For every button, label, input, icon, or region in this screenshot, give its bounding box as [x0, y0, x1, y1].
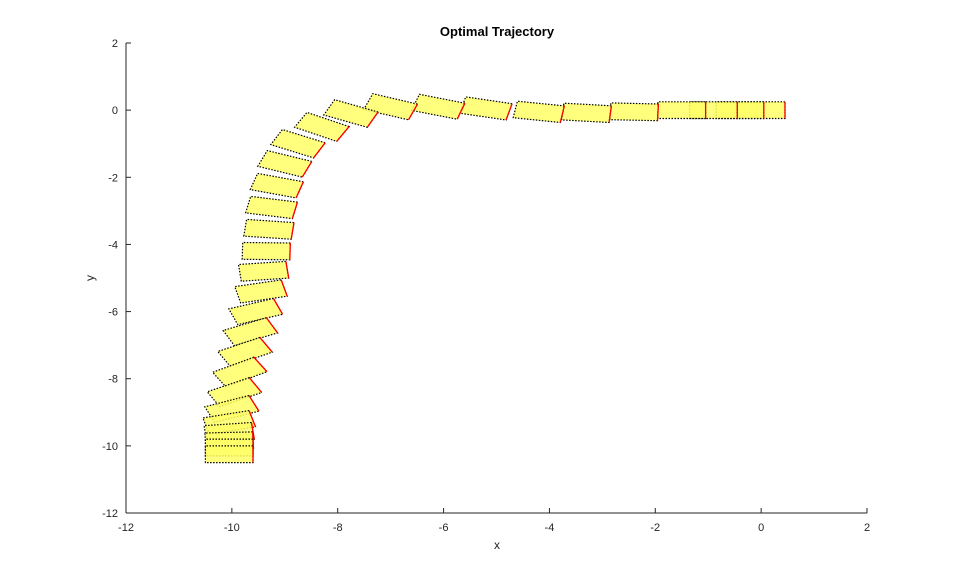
vehicle-pose: [249, 172, 305, 199]
vehicle-pose: [609, 102, 660, 122]
vehicle-pose: [560, 102, 613, 124]
x-tick-label: -12: [118, 522, 134, 534]
vehicle-front-edge: [248, 410, 257, 428]
x-ticks: -12 -10 -8 -6 -4 -2 0 2: [118, 508, 870, 534]
x-tick-label: -10: [224, 522, 240, 534]
vehicle-front-edge: [608, 105, 613, 123]
vehicle-front-edge: [291, 201, 299, 219]
chart-title: Optimal Trajectory: [440, 24, 555, 39]
vehicle-front-edge: [313, 142, 326, 159]
x-tick-label: -8: [333, 522, 343, 534]
y-axis-label: y: [83, 275, 97, 281]
vehicle-body: [227, 297, 284, 326]
vehicle-front-edge: [285, 261, 290, 279]
vehicle-pose: [322, 99, 380, 128]
vehicle-front-edge: [265, 317, 279, 334]
vehicle-body: [609, 102, 660, 122]
vehicle-pose: [233, 279, 289, 304]
vehicle-poses: [202, 93, 786, 464]
y-tick-label: -12: [102, 508, 118, 520]
y-tick-label: -2: [108, 172, 118, 184]
vehicle-front-edge: [290, 222, 295, 240]
vehicle-front-edge: [301, 161, 313, 178]
y-tick-label: -4: [108, 239, 118, 251]
vehicle-pose: [243, 218, 295, 240]
x-tick-label: 0: [758, 522, 764, 534]
vehicle-front-edge: [656, 103, 660, 121]
y-tick-label: 0: [112, 105, 118, 117]
plot-area: [202, 93, 786, 464]
vehicle-body: [241, 241, 291, 261]
vehicle-pose: [256, 149, 313, 178]
vehicle-pose: [244, 195, 299, 220]
vehicle-front-edge: [289, 242, 291, 260]
vehicle-front-edge: [336, 126, 350, 142]
vehicle-pose: [269, 128, 327, 159]
x-tick-label: 2: [864, 522, 870, 534]
vehicle-pose: [204, 445, 254, 464]
vehicle-front-edge: [407, 103, 419, 121]
y-tick-label: -6: [108, 307, 118, 319]
vehicle-pose: [657, 101, 707, 120]
vehicle-body: [237, 260, 290, 282]
vehicle-front-edge: [295, 181, 304, 199]
y-ticks: -12 -10 -8 -6 -4 -2 0 2: [102, 38, 131, 520]
vehicle-front-edge: [505, 103, 513, 121]
y-tick-label: -8: [108, 374, 118, 386]
x-tick-label: -6: [439, 522, 449, 534]
vehicle-front-edge: [250, 422, 255, 440]
vehicle-pose: [241, 241, 291, 261]
vehicle-body: [560, 102, 613, 124]
x-axis-label: x: [494, 538, 500, 552]
vehicle-body: [204, 445, 254, 464]
vehicle-pose: [222, 317, 279, 347]
vehicle-front-edge: [280, 279, 288, 297]
vehicle-pose: [237, 260, 290, 282]
vehicle-pose: [293, 111, 351, 143]
y-tick-label: -10: [102, 441, 118, 453]
vehicle-front-edge: [366, 111, 379, 128]
vehicle-body: [256, 149, 313, 178]
vehicle-front-edge: [272, 298, 284, 315]
vehicle-body: [657, 101, 707, 120]
vehicle-front-edge: [248, 395, 260, 412]
vehicle-pose: [227, 297, 284, 326]
vehicle-front-edge: [253, 356, 268, 373]
vehicle-body: [243, 218, 295, 240]
vehicle-front-edge: [259, 336, 273, 353]
vehicle-front-edge: [456, 102, 466, 120]
vehicle-front-edge: [559, 105, 566, 123]
y-tick-label: 2: [112, 38, 118, 50]
x-tick-label: -4: [545, 522, 555, 534]
x-tick-label: -2: [650, 522, 660, 534]
axes: -12 -10 -8 -6 -4 -2 0 2 -12 -10 -8 -6 -4 -2 0 2: [102, 38, 870, 534]
vehicle-front-edge: [248, 377, 263, 393]
vehicle-body: [249, 172, 305, 199]
vehicle-pose: [512, 100, 566, 124]
